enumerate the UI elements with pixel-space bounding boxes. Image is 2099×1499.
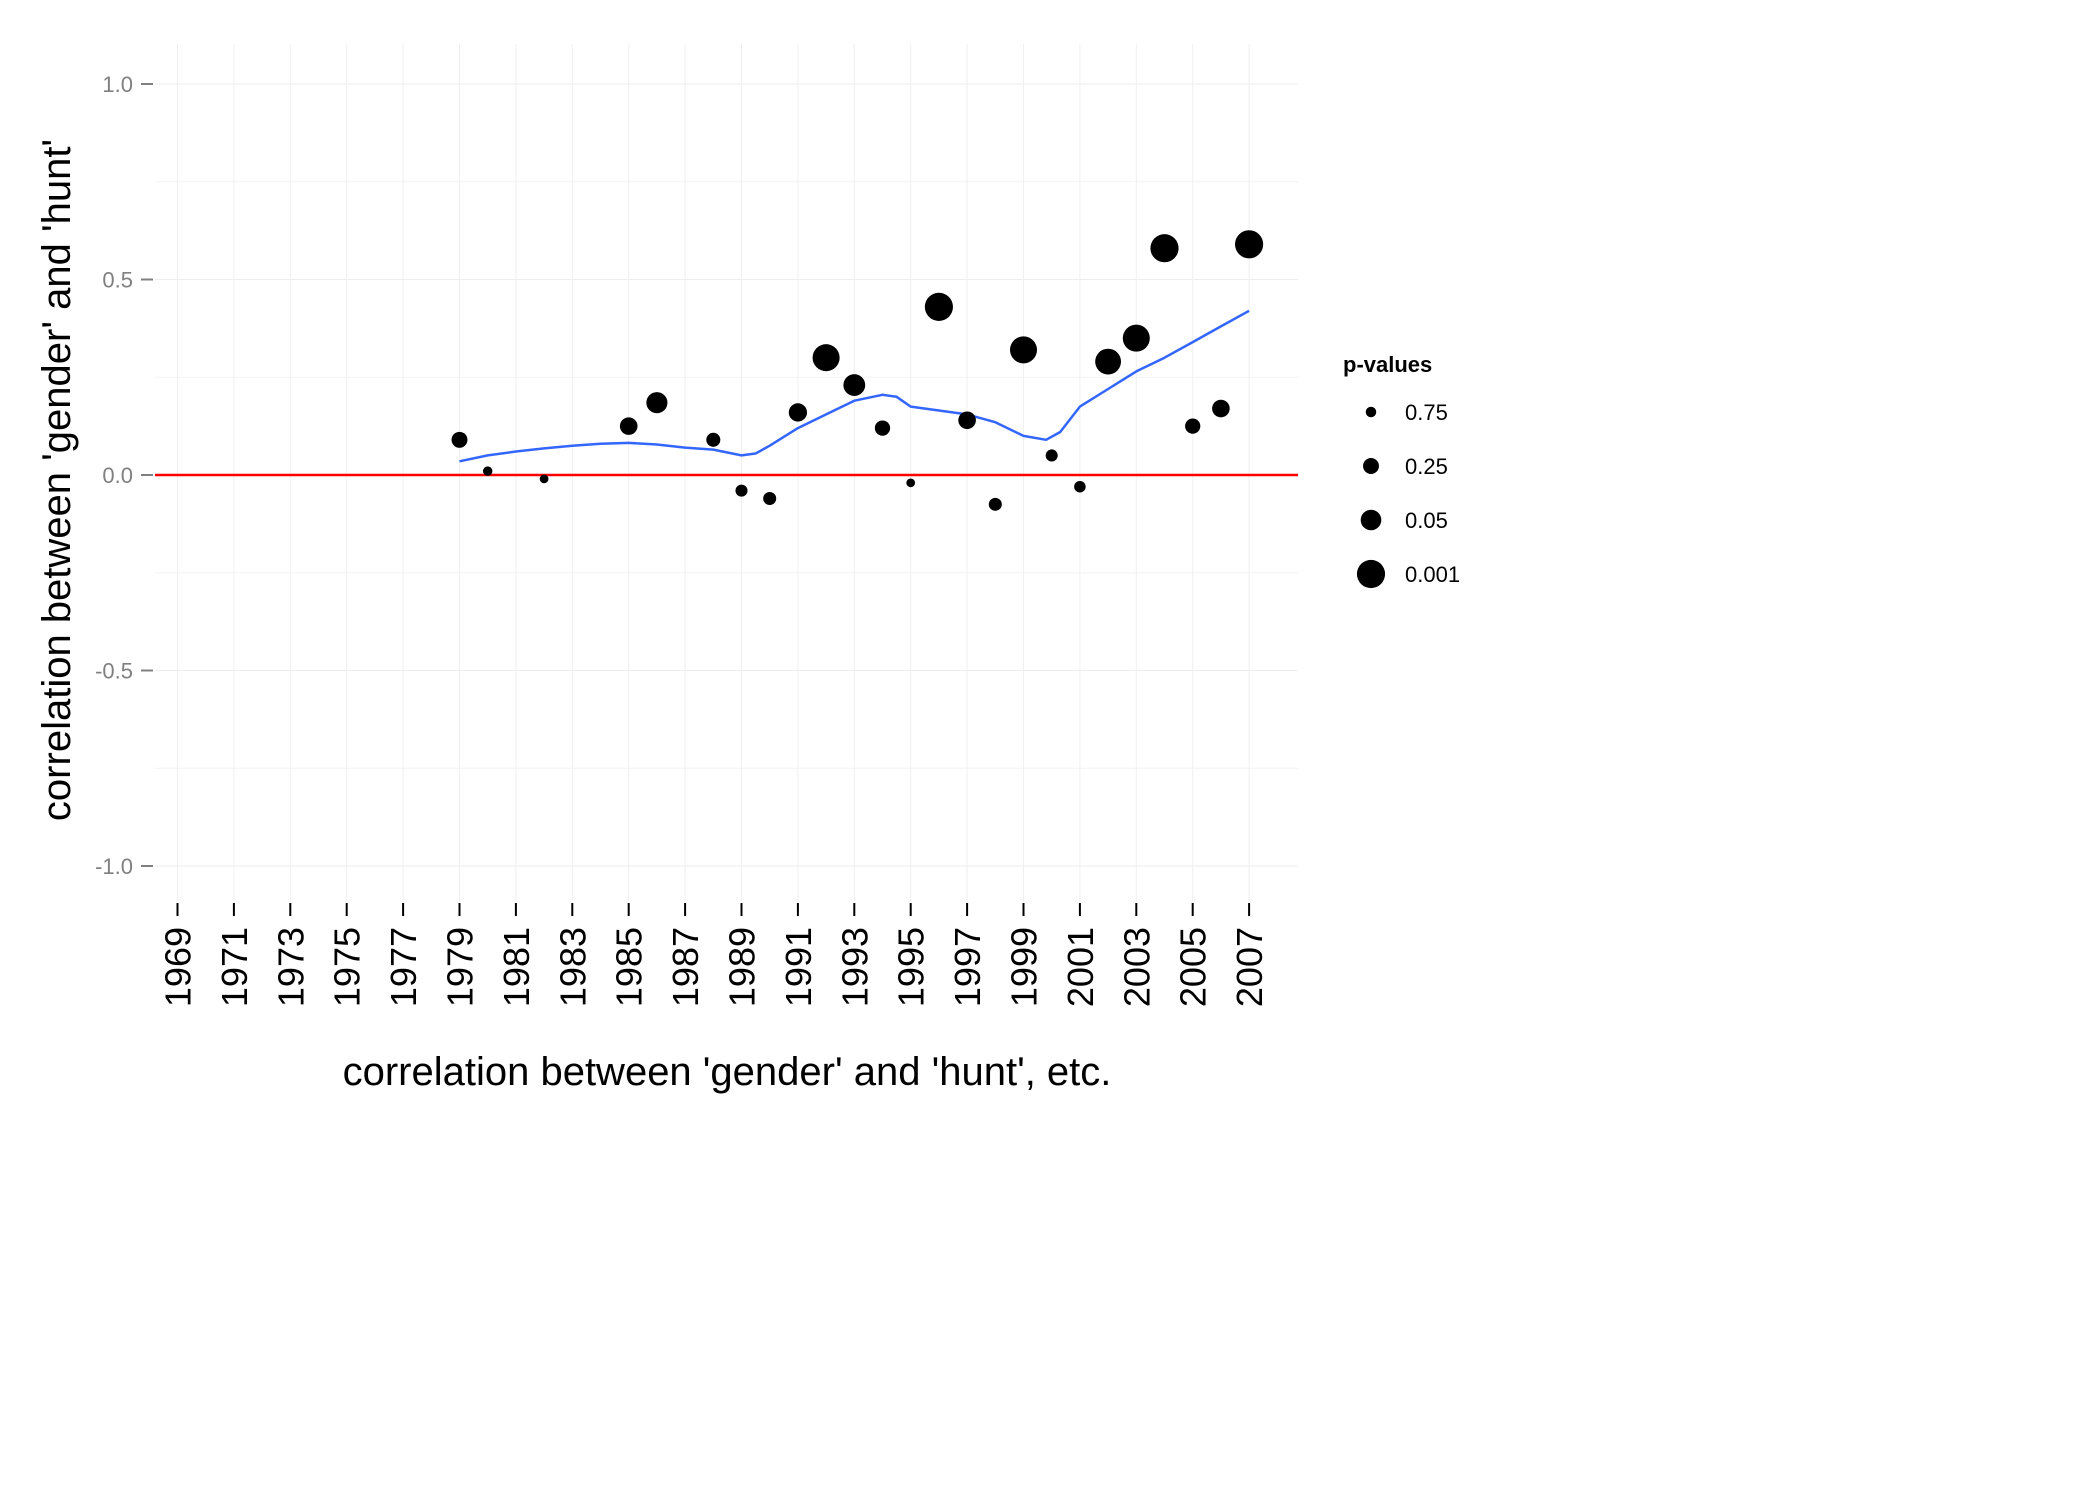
data-point (646, 392, 668, 414)
x-tick-label: 1977 (383, 927, 424, 1007)
data-point (1095, 348, 1122, 375)
data-point (1045, 449, 1058, 462)
x-tick-label: 1985 (609, 927, 650, 1007)
legend: p-values 0.75 0.25 0.05 0.001 (1343, 352, 1460, 589)
x-axis: 1969 1971 1973 1975 1977 1979 1981 1983 1985 1987… (158, 903, 1270, 1007)
legend-key (1365, 406, 1377, 418)
x-tick-label: 1971 (214, 927, 255, 1007)
legend-label: 0.75 (1405, 400, 1448, 425)
legend-title: p-values (1343, 352, 1432, 377)
data-point (1074, 480, 1086, 493)
data-point (1235, 230, 1264, 259)
y-tick-label: 1.0 (102, 72, 133, 97)
legend-key (1360, 509, 1382, 531)
legend-key (1356, 559, 1386, 589)
correlation-chart: 1.00.50.0-0.5-1.0 1969 1971 1973 1975 1977 19… (35, 44, 1460, 1094)
data-point (706, 432, 721, 447)
x-tick-label: 1981 (496, 927, 537, 1007)
x-tick-label: 1983 (552, 927, 593, 1007)
legend-label: 0.001 (1405, 562, 1460, 587)
data-points (451, 230, 1264, 511)
x-tick-label: 1999 (1004, 927, 1045, 1007)
data-point (451, 431, 468, 448)
y-tick-label: -0.5 (95, 659, 133, 684)
x-axis-title: correlation between 'gender' and 'hunt',… (343, 1050, 1112, 1094)
legend-label: 0.05 (1405, 508, 1448, 533)
x-tick-label: 1991 (778, 927, 819, 1007)
data-point (735, 484, 748, 497)
data-point (906, 478, 916, 488)
data-point (539, 474, 549, 484)
grid-major (155, 44, 1298, 901)
x-tick-label: 2007 (1229, 927, 1270, 1007)
y-axis-title: correlation between 'gender' and 'hunt' (35, 139, 79, 821)
x-tick-label: 1997 (947, 927, 988, 1007)
y-axis: 1.0 0.5 0.0 -0.5 -1.0 (95, 72, 153, 879)
data-point (1122, 324, 1150, 352)
y-tick-label: 0.0 (102, 463, 133, 488)
data-point (988, 497, 1002, 511)
x-tick-label: 2005 (1173, 927, 1214, 1007)
x-tick-label: 1995 (891, 927, 932, 1007)
data-point (843, 374, 866, 396)
data-point (763, 491, 777, 505)
data-point (958, 411, 976, 430)
x-tick-label: 1973 (270, 927, 311, 1007)
data-point (812, 344, 840, 372)
data-point (1212, 399, 1230, 418)
x-tick-label: 1975 (327, 927, 368, 1007)
data-point (1150, 234, 1179, 263)
x-tick-label: 2003 (1116, 927, 1157, 1007)
grid-minor (155, 181, 1298, 769)
data-point (874, 420, 891, 436)
legend-key (1363, 458, 1379, 474)
x-tick-label: 1969 (158, 927, 199, 1007)
x-tick-label: 1987 (665, 927, 706, 1007)
x-tick-label: 1993 (834, 927, 875, 1007)
x-tick-label: 1989 (722, 927, 763, 1007)
x-tick-label: 1979 (440, 927, 481, 1007)
smooth-line (459, 309, 1250, 463)
legend-label: 0.25 (1405, 454, 1448, 479)
data-point (788, 403, 808, 422)
data-point (1009, 336, 1038, 364)
data-point (924, 292, 953, 321)
data-point (619, 417, 638, 435)
x-tick-label: 2001 (1060, 927, 1101, 1007)
y-tick-label: -1.0 (95, 854, 133, 879)
y-tick-label: 0.5 (102, 268, 133, 293)
data-point (1185, 418, 1201, 434)
smooth-curve (459, 309, 1250, 463)
data-point (482, 466, 493, 476)
